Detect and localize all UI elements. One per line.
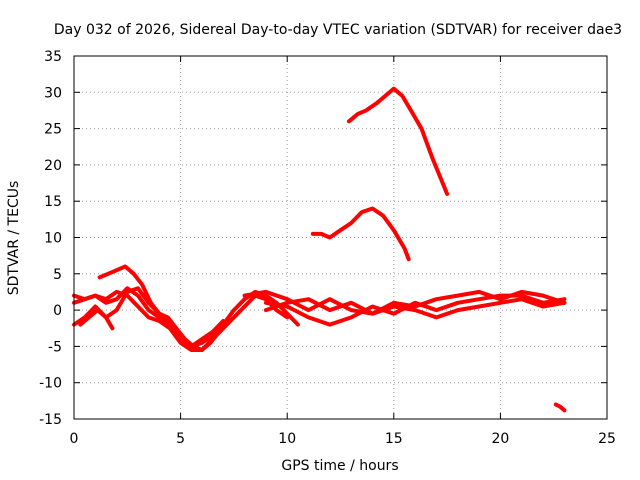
y-tick-label: 15 [44, 194, 62, 210]
axis-ticks: 0 5 10 15 20 25 -15 -10 -5 0 5 10 15 20 25 30 35 [39, 49, 616, 447]
series-arc-11 [553, 402, 567, 413]
y-tick-label: 5 [53, 267, 62, 283]
x-tick-label: 0 [70, 431, 79, 447]
series-arc-5 [78, 308, 115, 331]
grid [74, 56, 607, 419]
series-layer [72, 86, 567, 413]
y-tick-label: -15 [39, 412, 62, 428]
x-tick-label: 15 [385, 431, 403, 447]
chart-title: Day 032 of 2026, Sidereal Day-to-day VTE… [54, 22, 622, 38]
series-arc-7 [263, 293, 567, 327]
y-tick-label: 35 [44, 49, 62, 65]
x-tick-label: 5 [176, 431, 185, 447]
y-tick-label: 25 [44, 122, 62, 138]
y-axis-label: SDTVAR / TECUs [6, 181, 22, 296]
series-arc-4 [97, 264, 221, 352]
y-tick-label: 20 [44, 158, 62, 174]
series-arc-8 [263, 297, 567, 320]
x-tick-label: 10 [278, 431, 296, 447]
y-tick-label: 10 [44, 231, 62, 247]
y-tick-label: -5 [48, 339, 62, 355]
x-axis-label: GPS time / hours [281, 458, 398, 474]
y-tick-label: -10 [39, 376, 62, 392]
y-tick-label: 0 [53, 303, 62, 319]
x-tick-label: 25 [598, 431, 616, 447]
series-arc-9 [310, 206, 411, 262]
series-arc-1 [72, 289, 290, 352]
y-tick-label: 30 [44, 85, 62, 101]
series-arc-10 [347, 86, 450, 196]
x-tick-label: 20 [491, 431, 509, 447]
